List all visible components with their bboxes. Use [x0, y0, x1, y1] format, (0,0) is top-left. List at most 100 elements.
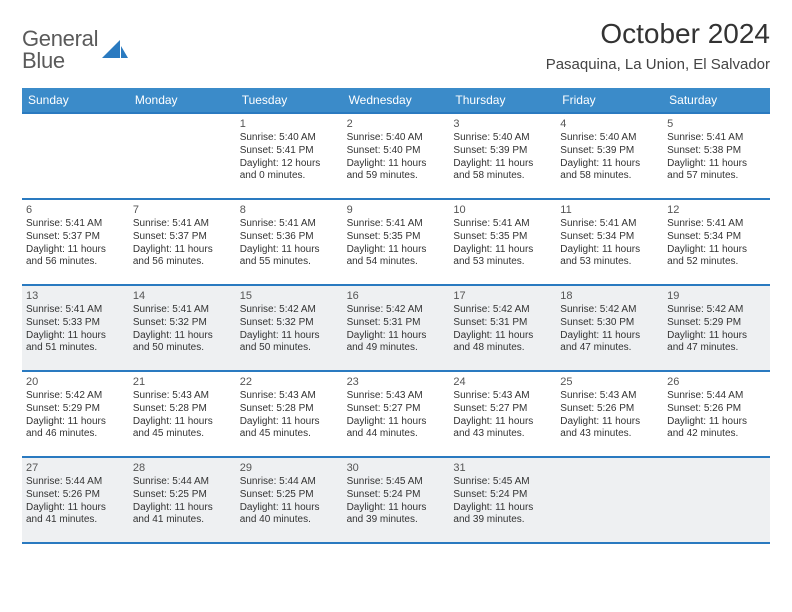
- sunset-text: Sunset: 5:25 PM: [133, 489, 232, 502]
- daylight-line2: and 53 minutes.: [453, 256, 552, 269]
- sunrise-text: Sunrise: 5:41 AM: [26, 218, 125, 231]
- sunset-text: Sunset: 5:26 PM: [667, 403, 766, 416]
- daylight-line2: and 45 minutes.: [240, 428, 339, 441]
- sunrise-text: Sunrise: 5:40 AM: [453, 132, 552, 145]
- sunset-text: Sunset: 5:28 PM: [240, 403, 339, 416]
- day-number: 27: [26, 461, 125, 475]
- daylight-line1: Daylight: 11 hours: [133, 244, 232, 257]
- sunset-text: Sunset: 5:29 PM: [26, 403, 125, 416]
- sunset-text: Sunset: 5:40 PM: [347, 145, 446, 158]
- title-block: October 2024 Pasaquina, La Union, El Sal…: [546, 18, 770, 73]
- sunrise-text: Sunrise: 5:43 AM: [453, 390, 552, 403]
- day-number: 16: [347, 289, 446, 303]
- sunrise-text: Sunrise: 5:41 AM: [240, 218, 339, 231]
- day-cell: 23Sunrise: 5:43 AMSunset: 5:27 PMDayligh…: [343, 370, 450, 456]
- sunset-text: Sunset: 5:30 PM: [560, 317, 659, 330]
- logo: General Blue: [22, 18, 128, 74]
- daylight-line2: and 57 minutes.: [667, 170, 766, 183]
- daylight-line1: Daylight: 11 hours: [453, 244, 552, 257]
- sunrise-text: Sunrise: 5:43 AM: [347, 390, 446, 403]
- sunrise-text: Sunrise: 5:42 AM: [667, 304, 766, 317]
- daylight-line2: and 53 minutes.: [560, 256, 659, 269]
- day-number: 12: [667, 203, 766, 217]
- daylight-line1: Daylight: 11 hours: [133, 502, 232, 515]
- daylight-line2: and 0 minutes.: [240, 170, 339, 183]
- day-cell: 9Sunrise: 5:41 AMSunset: 5:35 PMDaylight…: [343, 198, 450, 284]
- day-number: 1: [240, 117, 339, 131]
- day-cell: 30Sunrise: 5:45 AMSunset: 5:24 PMDayligh…: [343, 456, 450, 542]
- daylight-line1: Daylight: 11 hours: [347, 416, 446, 429]
- daylight-line1: Daylight: 11 hours: [667, 158, 766, 171]
- sunset-text: Sunset: 5:26 PM: [26, 489, 125, 502]
- day-number: 22: [240, 375, 339, 389]
- daylight-line1: Daylight: 11 hours: [560, 158, 659, 171]
- day-number: 7: [133, 203, 232, 217]
- daylight-line1: Daylight: 11 hours: [347, 158, 446, 171]
- sunset-text: Sunset: 5:39 PM: [453, 145, 552, 158]
- sunrise-text: Sunrise: 5:42 AM: [560, 304, 659, 317]
- dow-header: Monday: [129, 88, 236, 112]
- daylight-line2: and 45 minutes.: [133, 428, 232, 441]
- sunset-text: Sunset: 5:34 PM: [560, 231, 659, 244]
- daylight-line1: Daylight: 11 hours: [560, 416, 659, 429]
- day-cell: 20Sunrise: 5:42 AMSunset: 5:29 PMDayligh…: [22, 370, 129, 456]
- daylight-line2: and 43 minutes.: [560, 428, 659, 441]
- sunset-text: Sunset: 5:41 PM: [240, 145, 339, 158]
- sunrise-text: Sunrise: 5:41 AM: [453, 218, 552, 231]
- empty-cell: [663, 456, 770, 542]
- day-cell: 17Sunrise: 5:42 AMSunset: 5:31 PMDayligh…: [449, 284, 556, 370]
- daylight-line2: and 56 minutes.: [26, 256, 125, 269]
- day-number: 31: [453, 461, 552, 475]
- day-number: 17: [453, 289, 552, 303]
- sunrise-text: Sunrise: 5:41 AM: [26, 304, 125, 317]
- day-cell: 29Sunrise: 5:44 AMSunset: 5:25 PMDayligh…: [236, 456, 343, 542]
- day-number: 2: [347, 117, 446, 131]
- day-cell: 4Sunrise: 5:40 AMSunset: 5:39 PMDaylight…: [556, 112, 663, 198]
- sunset-text: Sunset: 5:24 PM: [347, 489, 446, 502]
- daylight-line2: and 41 minutes.: [133, 514, 232, 527]
- daylight-line2: and 40 minutes.: [240, 514, 339, 527]
- daylight-line2: and 42 minutes.: [667, 428, 766, 441]
- daylight-line2: and 59 minutes.: [347, 170, 446, 183]
- daylight-line1: Daylight: 11 hours: [560, 330, 659, 343]
- day-cell: 8Sunrise: 5:41 AMSunset: 5:36 PMDaylight…: [236, 198, 343, 284]
- day-cell: 12Sunrise: 5:41 AMSunset: 5:34 PMDayligh…: [663, 198, 770, 284]
- daylight-line1: Daylight: 11 hours: [453, 158, 552, 171]
- sunset-text: Sunset: 5:33 PM: [26, 317, 125, 330]
- day-number: 13: [26, 289, 125, 303]
- day-cell: 3Sunrise: 5:40 AMSunset: 5:39 PMDaylight…: [449, 112, 556, 198]
- sunset-text: Sunset: 5:24 PM: [453, 489, 552, 502]
- day-number: 14: [133, 289, 232, 303]
- daylight-line2: and 50 minutes.: [133, 342, 232, 355]
- dow-header: Sunday: [22, 88, 129, 112]
- sunrise-text: Sunrise: 5:44 AM: [26, 476, 125, 489]
- day-number: 3: [453, 117, 552, 131]
- sunset-text: Sunset: 5:25 PM: [240, 489, 339, 502]
- sunrise-text: Sunrise: 5:45 AM: [347, 476, 446, 489]
- empty-cell: [556, 456, 663, 542]
- sunrise-text: Sunrise: 5:42 AM: [240, 304, 339, 317]
- sunrise-text: Sunrise: 5:43 AM: [560, 390, 659, 403]
- daylight-line1: Daylight: 11 hours: [347, 330, 446, 343]
- calendar-grid: SundayMondayTuesdayWednesdayThursdayFrid…: [22, 88, 770, 544]
- sunset-text: Sunset: 5:32 PM: [133, 317, 232, 330]
- daylight-line1: Daylight: 11 hours: [667, 330, 766, 343]
- empty-cell: [22, 112, 129, 198]
- dow-header: Saturday: [663, 88, 770, 112]
- dow-header: Friday: [556, 88, 663, 112]
- daylight-line2: and 48 minutes.: [453, 342, 552, 355]
- day-number: 30: [347, 461, 446, 475]
- day-cell: 22Sunrise: 5:43 AMSunset: 5:28 PMDayligh…: [236, 370, 343, 456]
- daylight-line2: and 51 minutes.: [26, 342, 125, 355]
- sunset-text: Sunset: 5:29 PM: [667, 317, 766, 330]
- sunrise-text: Sunrise: 5:40 AM: [240, 132, 339, 145]
- page-title: October 2024: [546, 18, 770, 50]
- day-cell: 15Sunrise: 5:42 AMSunset: 5:32 PMDayligh…: [236, 284, 343, 370]
- daylight-line1: Daylight: 11 hours: [240, 502, 339, 515]
- day-cell: 27Sunrise: 5:44 AMSunset: 5:26 PMDayligh…: [22, 456, 129, 542]
- daylight-line2: and 52 minutes.: [667, 256, 766, 269]
- day-number: 4: [560, 117, 659, 131]
- sunrise-text: Sunrise: 5:41 AM: [133, 304, 232, 317]
- day-number: 10: [453, 203, 552, 217]
- day-cell: 5Sunrise: 5:41 AMSunset: 5:38 PMDaylight…: [663, 112, 770, 198]
